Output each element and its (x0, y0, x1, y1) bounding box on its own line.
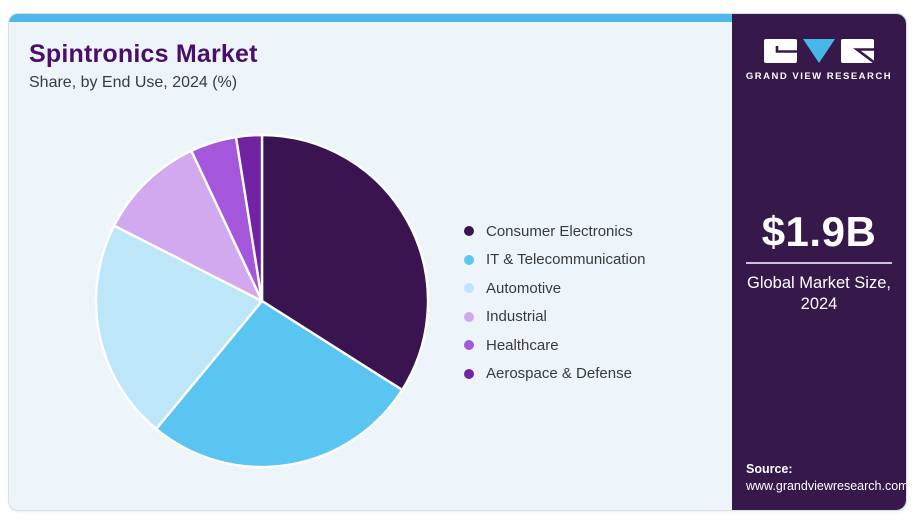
pie-slice-automotive (94, 224, 264, 431)
brand-name: GRAND VIEW RESEARCH (745, 71, 893, 82)
legend-label: Aerospace & Defense (486, 365, 632, 382)
legend-item: Aerospace & Defense (464, 365, 646, 383)
source-url: www.grandviewresearch.com (746, 479, 907, 494)
brand-logo: GRAND VIEW RESEARCH (732, 38, 906, 82)
legend-label: Healthcare (486, 336, 559, 354)
legend-swatch-icon (464, 368, 474, 379)
source-label: Source: (746, 462, 793, 477)
market-size-block: $1.9B Global Market Size, 2024 (732, 211, 906, 315)
legend-swatch-icon (464, 283, 474, 293)
pie-slice-it-telecommunication (154, 299, 404, 469)
legend: Consumer Electronics IT & Telecommunicati… (464, 222, 646, 383)
market-size-divider (746, 262, 892, 264)
infographic-card: Spintronics Market Share, by End Use, 20… (8, 13, 907, 511)
market-size-label: Global Market Size, 2024 (747, 273, 891, 313)
legend-label: IT & Telecommunication (486, 251, 646, 268)
legend-label: Industrial (486, 308, 547, 325)
legend-item: Healthcare (464, 336, 646, 354)
legend-swatch-icon (464, 340, 474, 350)
pie-chart (94, 133, 430, 469)
top-accent-bar (9, 14, 906, 22)
page-subtitle: Share, by End Use, 2024 (%) (29, 74, 238, 91)
pie-slice-industrial (112, 149, 264, 303)
legend-label: Automotive (486, 279, 562, 297)
sidebar: GRAND VIEW RESEARCH $1.9B Global Market … (732, 14, 906, 510)
legend-item: IT & Telecommunication (464, 251, 646, 269)
page-title: Spintronics Market (29, 40, 258, 68)
legend-swatch-icon (464, 254, 474, 265)
market-size-value: $1.9B (761, 208, 877, 255)
source-block: Source: www.grandviewresearch.com (746, 461, 907, 495)
pie-slice-aerospace-defense (234, 133, 264, 303)
legend-swatch-icon (464, 226, 474, 236)
gvr-logo-icon (764, 39, 875, 64)
legend-item: Consumer Electronics (464, 222, 646, 240)
chart-header: Spintronics Market Share, by End Use, 20… (29, 42, 258, 91)
legend-swatch-icon (464, 311, 474, 322)
legend-label: Consumer Electronics (486, 222, 633, 240)
legend-item: Industrial (464, 308, 646, 326)
legend-item: Automotive (464, 279, 646, 297)
